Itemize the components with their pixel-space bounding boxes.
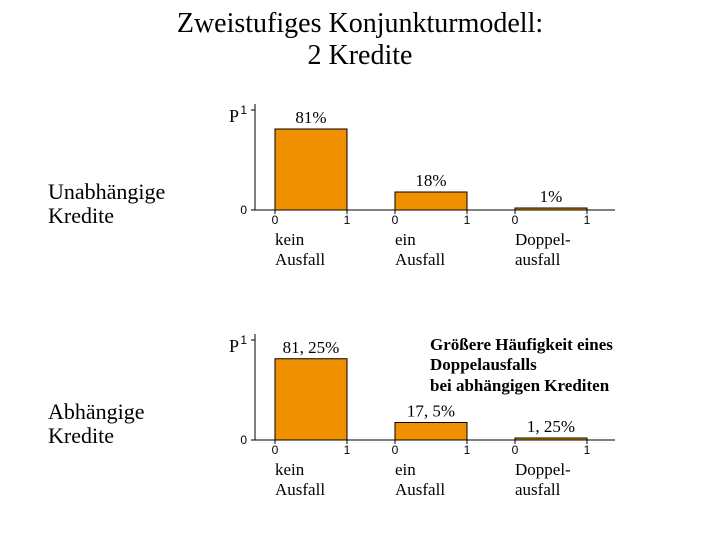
x-tick-label: 1: [464, 213, 471, 227]
bar-value-label: 18%: [415, 171, 446, 190]
bar-value-label: 1%: [540, 187, 563, 206]
y-tick-label: 0: [240, 203, 247, 217]
y-tick-label: 0: [240, 433, 247, 447]
chart-dependent: 0181, 25%0117, 5%011, 25%01PkeinAusfalle…: [225, 320, 685, 530]
section-2-label: AbhängigeKredite: [48, 400, 145, 448]
x-tick-label: 0: [512, 213, 519, 227]
axis-p-label: P: [229, 106, 239, 127]
bar-value-label: 81, 25%: [283, 338, 340, 357]
bar-category-label: Doppel-ausfall: [515, 460, 607, 500]
slide-title: Zweistufiges Konjunkturmodell: 2 Kredite: [0, 8, 720, 72]
x-tick-label: 0: [272, 443, 279, 457]
bar: [275, 129, 347, 210]
bar-value-label: 81%: [295, 108, 326, 127]
x-tick-label: 0: [272, 213, 279, 227]
bar-category-label: Doppel-ausfall: [515, 230, 607, 270]
bar-category-label: keinAusfall: [275, 230, 367, 270]
x-tick-label: 1: [344, 443, 351, 457]
y-tick-label: 1: [240, 333, 247, 347]
x-tick-label: 1: [464, 443, 471, 457]
bar-category-label: einAusfall: [395, 460, 487, 500]
section-1-label: UnabhängigeKredite: [48, 180, 165, 228]
bar: [515, 208, 587, 210]
x-tick-label: 1: [344, 213, 351, 227]
title-line-2: 2 Kredite: [308, 40, 413, 71]
bar-value-label: 1, 25%: [527, 417, 575, 436]
x-tick-label: 1: [584, 443, 591, 457]
bar-category-label: keinAusfall: [275, 460, 367, 500]
x-tick-label: 0: [392, 213, 399, 227]
bar: [275, 359, 347, 440]
bar: [515, 438, 587, 440]
y-tick-label: 1: [240, 103, 247, 117]
chart-independent: 0181%0118%011%01PkeinAusfalleinAusfallDo…: [225, 90, 685, 300]
bar-category-label: einAusfall: [395, 230, 487, 270]
axis-p-label: P: [229, 336, 239, 357]
x-tick-label: 0: [392, 443, 399, 457]
bar: [395, 423, 467, 441]
bar-value-label: 17, 5%: [407, 402, 455, 421]
bar: [395, 192, 467, 210]
x-tick-label: 0: [512, 443, 519, 457]
title-line-1: Zweistufiges Konjunkturmodell:: [177, 8, 543, 39]
x-tick-label: 1: [584, 213, 591, 227]
